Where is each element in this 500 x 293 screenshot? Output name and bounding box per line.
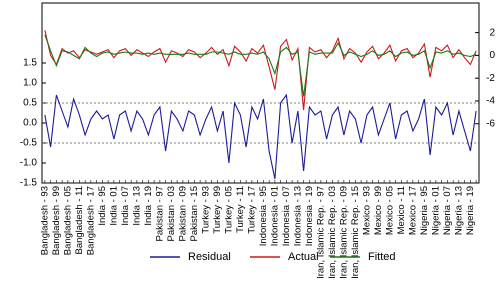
x-tick-label: Nigeria - 07 <box>442 186 453 235</box>
x-tick-label: Turkey - 99 <box>212 186 223 234</box>
plot-frame <box>41 2 480 184</box>
y2-tick-label: -2 <box>486 73 495 84</box>
y2-tick-label: 2 <box>489 27 495 38</box>
x-tick-label: Bangladesh - 17 <box>85 186 96 255</box>
x-tick-label: Iran, Islamic Rep. - 97 <box>315 186 326 279</box>
x-tick-label: Bangladesh - 05 <box>62 186 73 255</box>
x-tick-label: Pakistan - 09 <box>177 186 188 241</box>
y-tick-label: -0.5 <box>20 138 38 149</box>
y-tick-label: 1.0 <box>23 78 37 89</box>
series-line <box>44 34 477 97</box>
x-tick-label: Nigeria - 95 <box>419 186 430 235</box>
legend-label: Fitted <box>368 251 396 263</box>
series-line <box>44 93 477 180</box>
y2-tick-label: -4 <box>486 96 495 107</box>
x-tick-label: Turkey - 17 <box>246 186 257 234</box>
legend-label: Actual <box>288 251 319 263</box>
x-tick-label: Nigeria - 13 <box>453 186 464 235</box>
x-tick-label: Turkey - 05 <box>223 186 234 234</box>
x-tick-label: India - 07 <box>120 186 131 226</box>
x-tick-label: Indonesia - 07 <box>281 186 292 246</box>
x-tick-label: Mexico - 93 <box>361 186 372 235</box>
x-tick-label: Mexico - 17 <box>407 186 418 235</box>
x-tick-label: Mexico - 99 <box>373 186 384 235</box>
x-tick-label: Indonesia - 13 <box>292 186 303 246</box>
x-tick-label: Indonesia - 19 <box>304 186 315 246</box>
x-tick-label: Iran, Islamic Rep. - 09 <box>338 186 349 279</box>
x-tick-label: Turkey - 11 <box>235 186 246 233</box>
y-tick-label: 1.5 <box>23 58 37 69</box>
x-tick-label: Nigeria - 01 <box>430 186 441 235</box>
x-tick-label: Mexico - 05 <box>384 186 395 235</box>
x-tick-label: Mexico - 11 <box>396 186 407 234</box>
x-tick-label: Turkey - 93 <box>200 186 211 234</box>
x-tick-label: Iran, Islamic Rep. - 03 <box>327 186 338 279</box>
legend-label: Residual <box>188 251 231 263</box>
series-line <box>44 30 477 111</box>
x-tick-label: Bangladesh - 99 <box>51 186 62 255</box>
x-tick-label: Pakistan - 15 <box>189 186 200 241</box>
y-tick-label: 0.0 <box>23 118 37 129</box>
x-tick-label: India - 01 <box>108 186 119 226</box>
y-tick-label: -1.5 <box>20 178 38 189</box>
x-tick-label: India - 13 <box>131 186 142 226</box>
x-tick-label: Pakistan - 97 <box>154 186 165 241</box>
x-tick-label: Bangladesh - 93 <box>39 186 50 255</box>
y2-tick-label: -6 <box>486 118 495 129</box>
x-tick-label: Iran, Islamic Rep. - 15 <box>350 186 361 279</box>
y-tick-label: 0.5 <box>23 98 37 109</box>
x-tick-label: India - 95 <box>97 186 108 226</box>
x-tick-label: Pakistan - 03 <box>166 186 177 241</box>
y-tick-label: -1.0 <box>20 158 38 169</box>
x-tick-label: Nigeria - 19 <box>465 186 476 235</box>
x-tick-label: India - 19 <box>143 186 154 226</box>
x-tick-label: Indonesia - 95 <box>258 186 269 246</box>
y2-tick-label: 0 <box>489 50 495 61</box>
x-tick-label: Indonesia - 01 <box>269 186 280 246</box>
x-tick-label: Bangladesh - 11 <box>74 186 85 255</box>
